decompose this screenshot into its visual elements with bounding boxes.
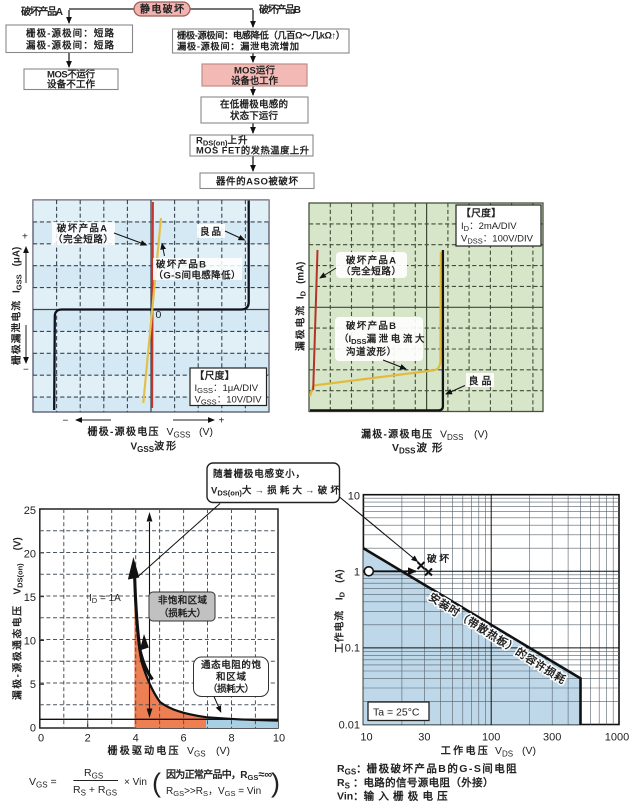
svg-text:0.01: 0.01 [339,720,360,732]
svg-text:0.1: 0.1 [345,643,360,655]
svg-text:漏极-源极通态电压VDS(on)(V): 漏极-源极通态电压VDS(on)(V) [11,537,25,700]
svg-text:−: − [23,365,29,376]
svg-text:100: 100 [482,732,500,744]
svg-text:破坏产品A: 破坏产品A [346,255,396,267]
svg-text:25: 25 [24,505,36,517]
svg-text:1: 1 [354,567,360,579]
svg-text:8: 8 [228,733,234,745]
svg-text:Vin：输入栅极电压: Vin：输入栅极电压 [337,790,448,803]
svg-text:MOS运行: MOS运行 [234,65,275,77]
svg-text:破坏产品B: 破坏产品B [346,320,396,332]
svg-text:0: 0 [30,723,36,735]
svg-text:设备也工作: 设备也工作 [231,75,278,87]
svg-text:VGS =: VGS = [29,776,57,790]
svg-text:30: 30 [418,732,430,744]
svg-text:6: 6 [181,733,187,745]
svg-text:RGS>>RS，VGS = Vin: RGS>>RS，VGS = Vin [166,786,261,798]
svg-text:器件的ASO被破坏: 器件的ASO被破坏 [215,176,298,188]
svg-text:ID：2mA/DIV: ID：2mA/DIV [461,221,517,233]
svg-text:栅极-源极间：电感降低（几百Ω～几kΩ↑）: 栅极-源极间：电感降低（几百Ω～几kΩ↑） [177,30,345,41]
svg-text:漏极电流ID(mA): 漏极电流ID(mA) [294,262,308,351]
svg-text:10: 10 [273,733,285,745]
svg-text:(V): (V) [199,426,213,438]
svg-text:RDS(on)上升: RDS(on)上升 [196,135,248,148]
svg-text:非饱和区域: 非饱和区域 [158,595,207,607]
svg-text:4: 4 [133,733,139,745]
svg-text:随着栅极电感变小，: 随着栅极电感变小， [213,468,305,480]
svg-text:在低栅极电感的: 在低栅极电感的 [220,99,288,111]
svg-text:通态电阻的饱: 通态电阻的饱 [201,659,261,671]
svg-text:漏极-源极间：漏泄电流增加: 漏极-源极间：漏泄电流增加 [177,41,299,52]
svg-text:破坏产品A: 破坏产品A [57,223,107,235]
svg-text:【尺度】: 【尺度】 [461,207,501,220]
svg-text:−: − [63,416,69,427]
svg-text:15: 15 [24,592,36,604]
svg-text:状态下运行: 状态下运行 [230,110,278,122]
svg-text:破坏产品B: 破坏产品B [156,259,206,271]
svg-text:10: 10 [24,636,36,648]
svg-text:设备不工作: 设备不工作 [47,79,95,91]
svg-text:破坏产品B: 破坏产品B [259,3,301,16]
svg-text:【尺度】: 【尺度】 [195,369,235,382]
svg-text:（IDSS漏泄电流大: （IDSS漏泄电流大 [339,333,425,346]
svg-text:栅极漏泄电流IGSS(μA): 栅极漏泄电流IGSS(μA) [10,247,24,365]
svg-text:静电破坏: 静电破坏 [140,3,184,16]
svg-text:2: 2 [85,733,91,745]
svg-text:VDSS：100V/DIV: VDSS：100V/DIV [461,234,534,246]
svg-text:0: 0 [156,309,162,321]
svg-text:20: 20 [24,549,36,561]
svg-text:10: 10 [360,732,372,744]
svg-text:ID = 1A: ID = 1A [89,593,121,605]
svg-text:(V): (V) [216,745,230,757]
svg-text:300: 300 [543,732,561,744]
svg-text:RS：电路的信号源电阻（外接）: RS ：电路的信号源电阻（外接） [337,776,493,791]
svg-text:良品: 良品 [200,226,221,238]
svg-text:RGS：栅极破坏产品B的G-S间电阻: RGS：栅极破坏产品B的G-S间电阻 [337,762,517,777]
svg-text:（完全短路）: （完全短路） [341,266,401,278]
svg-text:): ) [271,768,280,798]
svg-text:(: ( [152,768,161,798]
svg-text:工作电流ID(A): 工作电流ID(A) [333,569,347,653]
svg-text:0: 0 [38,733,44,745]
svg-text:1000: 1000 [605,732,629,744]
svg-text:（完全短路）: （完全短路） [53,234,113,246]
svg-text:Ta = 25°C: Ta = 25°C [373,707,420,719]
svg-text:10: 10 [348,491,360,503]
svg-text:（G-S间电感降低）: （G-S间电感降低） [154,270,241,282]
svg-text:因为正常产品中，RGS≈∞: 因为正常产品中，RGS≈∞ [166,768,272,782]
svg-text:MOS FET的发热温度上升: MOS FET的发热温度上升 [196,145,310,156]
svg-text:漏极-源极电压: 漏极-源极电压 [361,428,432,441]
svg-text:IGSS：1μA/DIV: IGSS：1μA/DIV [195,383,259,395]
svg-text:漏极-源极间：短路: 漏极-源极间：短路 [26,40,114,52]
svg-text:破坏产品A: 破坏产品A [21,5,63,18]
svg-text:沟道波形）: 沟道波形） [346,346,396,358]
svg-text:+: + [219,416,225,427]
svg-text:（损耗大）: （损耗大） [159,608,206,620]
svg-text:VGSS：10V/DIV: VGSS：10V/DIV [195,395,263,407]
svg-text:+: + [22,232,28,243]
svg-text:(V): (V) [474,429,488,441]
svg-text:栅极-源极电压: 栅极-源极电压 [88,425,159,438]
svg-text:(V): (V) [522,745,536,757]
svg-text:和区域: 和区域 [215,671,246,683]
svg-text:栅极-源极间：短路: 栅极-源极间：短路 [26,28,114,40]
svg-text:（损耗大）: （损耗大） [208,683,254,695]
svg-text:× Vin: × Vin [124,777,147,788]
svg-text:5: 5 [30,679,36,691]
svg-text:MOS不运行: MOS不运行 [47,69,95,81]
